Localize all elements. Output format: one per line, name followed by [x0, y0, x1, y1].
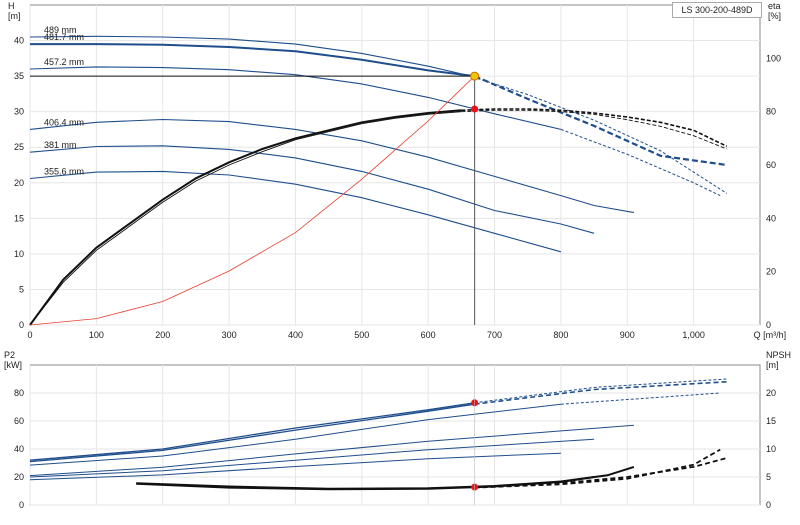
curve-label: 406.4 mm — [44, 117, 84, 127]
y-right-axis-label: [m] — [766, 360, 779, 370]
y-right-axis-label: NPSH — [766, 350, 791, 360]
y-right-tick-label: 0 — [766, 320, 771, 330]
power-curve — [29, 402, 475, 461]
y-left-axis-label: P2 — [4, 350, 15, 360]
x-axis-label: Q [m³/h] — [754, 330, 787, 340]
head-curve — [29, 118, 634, 214]
x-tick-label: 400 — [288, 330, 303, 340]
y-right-tick-label: 15 — [766, 416, 776, 426]
power-curve — [29, 403, 475, 463]
y-left-tick-label: 20 — [14, 178, 24, 188]
y-right-tick-label: 80 — [766, 107, 776, 117]
power-curve — [29, 424, 634, 477]
efficiency-point — [471, 105, 479, 113]
power-curve — [29, 452, 561, 481]
y-right-tick-label: 20 — [766, 388, 776, 398]
head-curve — [29, 145, 595, 234]
power-curve — [29, 403, 561, 466]
curve-label: 381 mm — [44, 140, 77, 150]
y-right-tick-label: 5 — [766, 472, 771, 482]
y-left-axis-label: [m] — [8, 11, 21, 21]
x-tick-label: 500 — [354, 330, 369, 340]
x-tick-label: 900 — [620, 330, 635, 340]
y-right-axis-label: [%] — [768, 11, 781, 21]
head-curve-extension — [467, 74, 728, 194]
efficiency-curve — [29, 109, 462, 326]
x-tick-label: 100 — [89, 330, 104, 340]
y-left-tick-label: 10 — [14, 249, 24, 259]
curve-label: 489 mm — [44, 25, 77, 35]
y-left-tick-label: 0 — [19, 320, 24, 330]
y-left-tick-label: 25 — [14, 142, 24, 152]
x-tick-label: 1,000 — [682, 330, 705, 340]
y-left-tick-label: 60 — [14, 416, 24, 426]
y-right-tick-label: 40 — [766, 213, 776, 223]
x-tick-label: 600 — [421, 330, 436, 340]
npsh-curve — [474, 448, 721, 489]
efficiency-curve-extension — [461, 108, 728, 148]
head-curve-extension — [474, 75, 727, 167]
efficiency-curve — [29, 111, 462, 326]
duty-point — [470, 71, 480, 81]
head-curve — [30, 43, 475, 78]
y-right-axis-label: eta — [768, 1, 781, 11]
model-label: LS 300-200-489D — [672, 2, 762, 18]
system-curve — [29, 75, 475, 326]
head-panel-frame — [29, 4, 761, 326]
x-tick-label: 300 — [222, 330, 237, 340]
x-tick-label: 800 — [553, 330, 568, 340]
y-left-tick-label: 35 — [14, 71, 24, 81]
x-tick-label: 700 — [487, 330, 502, 340]
y-left-tick-label: 30 — [14, 107, 24, 117]
y-left-tick-label: 40 — [14, 36, 24, 46]
y-right-tick-label: 0 — [766, 500, 771, 510]
y-left-tick-label: 20 — [14, 472, 24, 482]
y-left-tick-label: 40 — [14, 444, 24, 454]
efficiency-curve-extension — [461, 109, 727, 150]
y-left-tick-label: 5 — [19, 284, 24, 294]
y-right-tick-label: 10 — [766, 444, 776, 454]
y-right-tick-label: 60 — [766, 160, 776, 170]
head-curve — [29, 35, 469, 76]
y-left-tick-label: 0 — [19, 500, 24, 510]
power-panel-frame — [29, 364, 761, 506]
power-curve-extension — [474, 378, 727, 404]
y-left-axis-label: H — [8, 1, 15, 11]
power-curve-extension — [474, 381, 727, 405]
power-curve — [29, 438, 595, 478]
curve-label: 355.6 mm — [44, 167, 84, 177]
power-curve-extension — [560, 392, 721, 405]
y-left-tick-label: 15 — [14, 213, 24, 223]
x-tick-label: 200 — [155, 330, 170, 340]
head-curve-extension — [560, 128, 721, 197]
curve-label: 457.2 mm — [44, 57, 84, 67]
y-right-tick-label: 20 — [766, 267, 776, 277]
npsh-curve — [136, 476, 595, 491]
y-left-axis-label: [kW] — [4, 360, 22, 370]
curve-label: 481.7 mm — [44, 32, 84, 42]
y-right-tick-label: 100 — [766, 53, 781, 63]
head-curve — [29, 170, 562, 253]
y-left-tick-label: 80 — [14, 388, 24, 398]
x-tick-label: 0 — [27, 330, 32, 340]
